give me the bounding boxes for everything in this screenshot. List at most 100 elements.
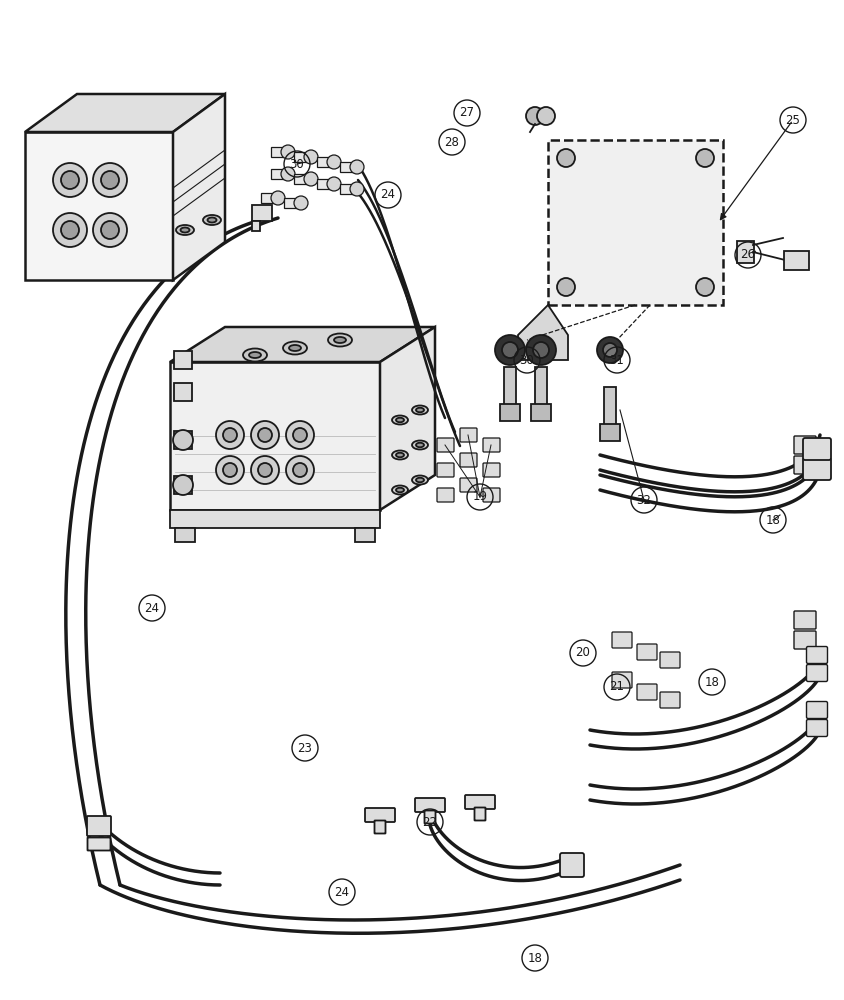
FancyBboxPatch shape: [483, 488, 500, 502]
FancyBboxPatch shape: [252, 221, 260, 231]
FancyBboxPatch shape: [365, 808, 395, 822]
FancyBboxPatch shape: [612, 632, 632, 648]
FancyBboxPatch shape: [604, 387, 616, 425]
Text: 24: 24: [381, 188, 396, 202]
Ellipse shape: [412, 476, 428, 485]
Circle shape: [216, 421, 244, 449]
FancyBboxPatch shape: [261, 193, 275, 203]
FancyBboxPatch shape: [803, 438, 831, 460]
Circle shape: [286, 421, 314, 449]
Circle shape: [223, 463, 237, 477]
Ellipse shape: [396, 418, 404, 422]
Circle shape: [216, 456, 244, 484]
Circle shape: [271, 191, 285, 205]
Ellipse shape: [328, 334, 352, 347]
FancyBboxPatch shape: [460, 478, 477, 492]
Text: 21: 21: [609, 680, 625, 694]
FancyBboxPatch shape: [474, 808, 485, 820]
FancyBboxPatch shape: [87, 816, 111, 836]
Polygon shape: [170, 510, 380, 528]
Text: 18: 18: [766, 514, 781, 526]
Circle shape: [557, 149, 575, 167]
Polygon shape: [548, 140, 723, 305]
FancyBboxPatch shape: [637, 684, 657, 700]
Circle shape: [286, 456, 314, 484]
Text: 18: 18: [705, 676, 719, 688]
FancyBboxPatch shape: [807, 664, 827, 682]
Polygon shape: [25, 132, 173, 280]
Text: 32: 32: [636, 493, 652, 506]
FancyBboxPatch shape: [437, 488, 454, 502]
FancyBboxPatch shape: [271, 147, 285, 157]
Ellipse shape: [176, 225, 194, 235]
FancyBboxPatch shape: [500, 404, 520, 421]
Text: 27: 27: [459, 106, 474, 119]
Circle shape: [53, 213, 87, 247]
Circle shape: [350, 182, 364, 196]
Ellipse shape: [289, 345, 301, 351]
Circle shape: [281, 145, 295, 159]
Circle shape: [93, 213, 127, 247]
FancyBboxPatch shape: [294, 174, 308, 184]
Circle shape: [502, 342, 518, 358]
Ellipse shape: [416, 443, 424, 447]
FancyBboxPatch shape: [174, 431, 192, 449]
Polygon shape: [173, 94, 225, 280]
FancyBboxPatch shape: [437, 438, 454, 452]
FancyBboxPatch shape: [794, 436, 816, 454]
FancyBboxPatch shape: [437, 463, 454, 477]
Circle shape: [327, 155, 341, 169]
Polygon shape: [175, 528, 195, 542]
FancyBboxPatch shape: [794, 456, 816, 474]
Polygon shape: [170, 362, 380, 510]
FancyBboxPatch shape: [783, 250, 809, 269]
Ellipse shape: [208, 218, 217, 223]
Polygon shape: [380, 327, 435, 510]
Circle shape: [597, 337, 623, 363]
Circle shape: [61, 171, 79, 189]
FancyBboxPatch shape: [807, 647, 827, 664]
Ellipse shape: [396, 453, 404, 457]
FancyBboxPatch shape: [807, 702, 827, 718]
Text: 28: 28: [445, 135, 459, 148]
Circle shape: [696, 278, 714, 296]
Text: 22: 22: [423, 816, 437, 828]
FancyBboxPatch shape: [637, 644, 657, 660]
FancyBboxPatch shape: [660, 692, 680, 708]
FancyBboxPatch shape: [317, 179, 331, 189]
FancyBboxPatch shape: [271, 169, 285, 179]
Circle shape: [293, 428, 307, 442]
Circle shape: [61, 221, 79, 239]
FancyBboxPatch shape: [483, 463, 500, 477]
Text: 19: 19: [473, 490, 488, 504]
Circle shape: [533, 342, 549, 358]
Circle shape: [93, 163, 127, 197]
Circle shape: [537, 107, 555, 125]
Text: 30: 30: [289, 157, 305, 170]
Text: 31: 31: [609, 354, 625, 366]
Ellipse shape: [392, 486, 408, 494]
Ellipse shape: [181, 228, 190, 232]
Circle shape: [304, 172, 318, 186]
Text: 24: 24: [334, 886, 349, 898]
FancyBboxPatch shape: [284, 198, 298, 208]
FancyBboxPatch shape: [807, 720, 827, 736]
Ellipse shape: [392, 450, 408, 460]
FancyBboxPatch shape: [174, 383, 192, 401]
Ellipse shape: [412, 406, 428, 414]
Text: 18: 18: [528, 952, 543, 964]
Polygon shape: [355, 528, 375, 542]
Circle shape: [53, 163, 87, 197]
Polygon shape: [25, 94, 225, 132]
Circle shape: [251, 456, 279, 484]
Ellipse shape: [249, 352, 261, 358]
Circle shape: [304, 150, 318, 164]
Circle shape: [173, 475, 193, 495]
Circle shape: [294, 196, 308, 210]
Ellipse shape: [412, 440, 428, 450]
Text: 20: 20: [576, 647, 591, 660]
FancyBboxPatch shape: [340, 162, 354, 172]
Circle shape: [557, 278, 575, 296]
Circle shape: [696, 149, 714, 167]
Ellipse shape: [396, 488, 404, 492]
